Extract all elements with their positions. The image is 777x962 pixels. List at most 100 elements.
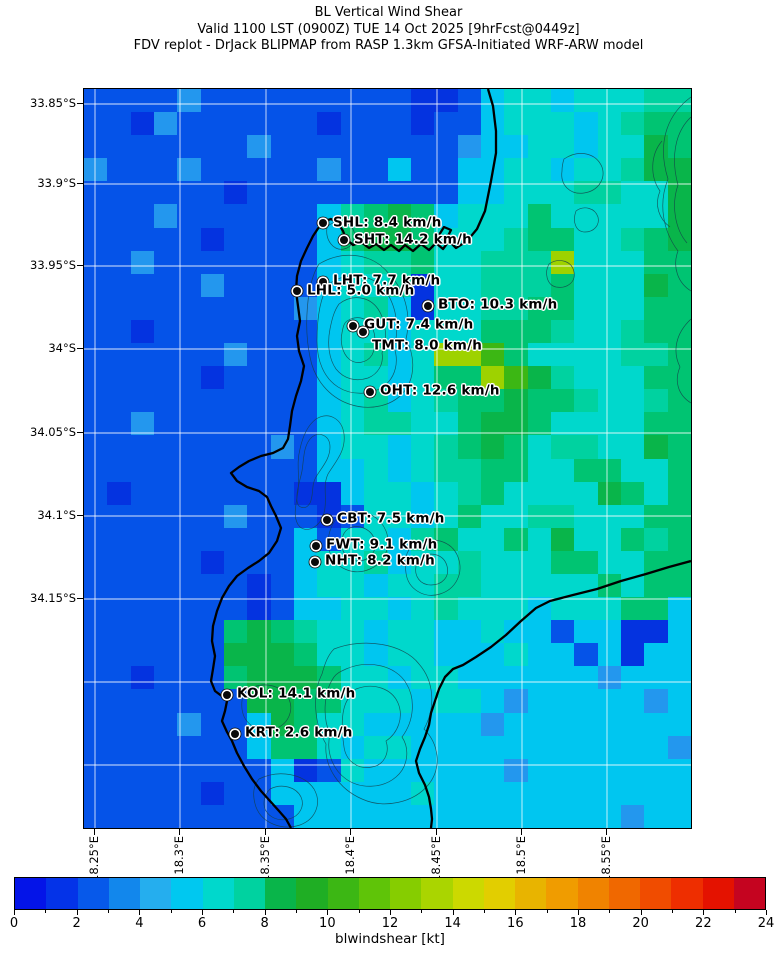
grid-cell (550, 273, 575, 298)
grid-cell (317, 158, 342, 182)
grid-cell (364, 112, 389, 136)
grid-cell (247, 435, 272, 460)
station-label-oht: OHT: 12.6 km/h (380, 382, 500, 399)
grid-cell (130, 250, 155, 275)
grid-cell (107, 804, 132, 828)
grid-cell (270, 389, 295, 413)
grid-cell (200, 689, 225, 714)
grid-cell (107, 712, 132, 737)
grid-cell (574, 550, 599, 575)
grid-cell (550, 158, 575, 182)
colorbar-segment (577, 878, 609, 909)
grid-cell (177, 435, 202, 460)
grid-cell (84, 412, 108, 436)
grid-cell (317, 89, 342, 113)
grid-cell (154, 435, 178, 460)
grid-cell (200, 527, 225, 552)
grid-cell (224, 666, 249, 691)
grid-cell (457, 573, 482, 598)
colorbar-tick (672, 910, 674, 913)
grid-cell (387, 366, 412, 390)
grid-cell (434, 712, 459, 737)
grid-cell (247, 181, 272, 206)
grid-cell (154, 735, 178, 760)
grid-cell (644, 273, 669, 298)
grid-cell (387, 643, 412, 667)
grid-cell (84, 458, 108, 483)
grid-cell (574, 527, 599, 552)
grid-cell (130, 366, 155, 390)
grid-cell (154, 181, 178, 206)
grid-cell (340, 389, 365, 413)
grid-cell (200, 89, 225, 113)
contour-lines (241, 96, 691, 828)
colorbar-tick (484, 910, 486, 913)
grid-cell (574, 643, 599, 667)
grid-cell (457, 158, 482, 182)
station-label-tmt: TMT: 8.0 km/h (372, 337, 483, 354)
grid-cell (247, 527, 272, 552)
grid-cell (620, 158, 645, 182)
colorbar-tick (609, 910, 611, 913)
grid-cell (550, 689, 575, 714)
colorbar-tick (296, 910, 298, 913)
grid-cell (480, 204, 505, 229)
x-axis-tick-label: 18.35°E (258, 836, 272, 882)
grid-cell (294, 573, 319, 598)
grid-cell (667, 550, 691, 575)
grid-cell (84, 643, 108, 667)
grid-cell (224, 389, 249, 413)
grid-cell (364, 181, 389, 206)
y-axis-tick-label: 33.9°S (37, 176, 76, 190)
grid-cell (84, 550, 108, 575)
colorbar-tick (14, 910, 16, 915)
grid-cell (387, 135, 412, 159)
grid-cell (130, 181, 155, 206)
grid-cell (340, 366, 365, 390)
grid-cell (527, 504, 552, 529)
grid-cell (434, 689, 459, 714)
grid-cell (177, 712, 202, 737)
grid-cell (480, 573, 505, 598)
grid-cell (527, 666, 552, 691)
colorbar-title: blwindshear [kt] (335, 931, 445, 947)
grid-cell (644, 158, 669, 182)
colorbar-tick-label: 10 (319, 916, 336, 931)
grid-cell (107, 319, 132, 344)
grid-cell (434, 527, 459, 552)
grid-cell (550, 481, 575, 506)
grid-cell (550, 643, 575, 667)
grid-cell (200, 273, 225, 298)
grid-cell (294, 135, 319, 159)
grid-cell (480, 781, 505, 806)
x-axis-tick-label: 18.25°E (87, 836, 101, 882)
grid-cell (434, 250, 459, 275)
grid-cell (457, 435, 482, 460)
grid-cell (270, 643, 295, 667)
grid-cell (270, 550, 295, 575)
grid-cell (340, 112, 365, 136)
x-axis-tick-mark (436, 828, 438, 835)
grid-cell (597, 735, 622, 760)
grid-cell (200, 181, 225, 206)
grid-cell (340, 689, 365, 714)
grid-cell (574, 181, 599, 206)
grid-cell (667, 389, 691, 413)
colorbar-segment (296, 878, 328, 909)
grid-cell (434, 504, 459, 529)
grid-cell (387, 504, 412, 529)
x-axis-tick-mark (94, 828, 96, 835)
grid-cell (317, 666, 342, 691)
grid-cell (597, 550, 622, 575)
colorbar-tick (703, 910, 705, 915)
y-axis-tick-label: 33.85°S (30, 96, 76, 110)
grid-cell (364, 481, 389, 506)
grid-cell (154, 135, 178, 159)
colorbar-segment (608, 878, 640, 909)
grid-cell (364, 666, 389, 691)
grid-cell (434, 458, 459, 483)
grid-cell (527, 296, 552, 321)
grid-cell (224, 504, 249, 529)
grid-cell (84, 112, 108, 136)
grid-cell (434, 804, 459, 828)
